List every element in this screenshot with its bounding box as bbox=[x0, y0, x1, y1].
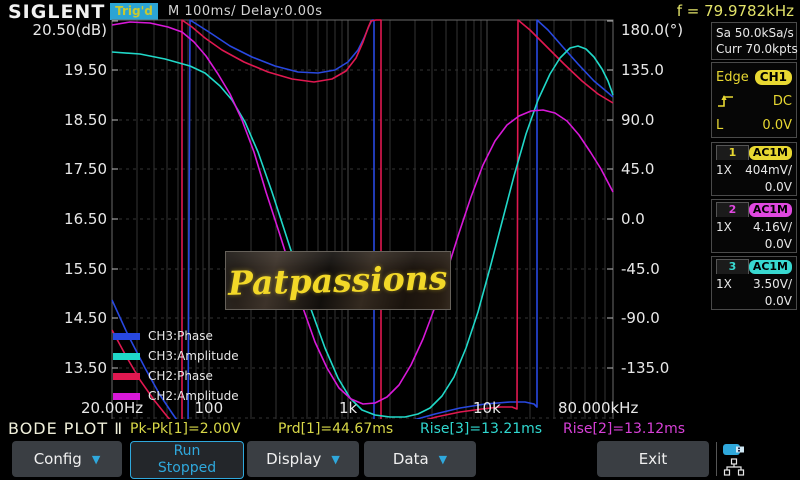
memory-points: Curr 70.0kpts bbox=[716, 42, 798, 56]
chevron-down-icon: ▼ bbox=[331, 452, 340, 466]
trigger-status-badge: Trig'd bbox=[110, 3, 158, 20]
channel3-offset: 0.0V bbox=[764, 293, 792, 308]
axis-label: 0.0 bbox=[621, 210, 645, 228]
channel1-info-box[interactable]: 1 AC1M 1X 404mV/ 0.0V bbox=[711, 142, 797, 196]
channel3-tab[interactable]: 3 bbox=[716, 259, 749, 274]
channel2-scale: 4.16V/ bbox=[753, 219, 792, 234]
channel2-tab[interactable]: 2 bbox=[716, 202, 749, 217]
axis-label: 13.50 bbox=[64, 359, 107, 377]
channel3-coupling-badge: AC1M bbox=[748, 259, 792, 274]
meas-pkpk: Pk-Pk[1]=2.00V bbox=[130, 421, 241, 437]
timebase-readout: M 100ms/ Delay:0.00s bbox=[168, 4, 323, 19]
meas-period: Prd[1]=44.67ms bbox=[278, 421, 394, 437]
exit-button[interactable]: Exit bbox=[597, 441, 709, 477]
channel1-tab[interactable]: 1 bbox=[716, 145, 749, 160]
axis-label: 1k bbox=[339, 399, 358, 417]
sample-rate: Sa 50.0kSa/s bbox=[716, 26, 794, 40]
data-button[interactable]: Data ▼ bbox=[364, 441, 476, 477]
legend-swatch-ch3-amplitude bbox=[113, 352, 140, 360]
legend-item: CH3:Phase bbox=[113, 326, 239, 346]
axis-label: 14.50 bbox=[64, 309, 107, 327]
run-stopped-button[interactable]: Run Stopped bbox=[130, 441, 244, 479]
page-title: BODE PLOT Ⅱ bbox=[8, 419, 124, 438]
trigger-level-value: 0.0V bbox=[762, 117, 792, 133]
channel3-atten: 1X bbox=[716, 276, 732, 291]
channel3-info-box[interactable]: 3 AC1M 1X 3.50V/ 0.0V bbox=[711, 256, 797, 310]
watermark-overlay: Patpassions bbox=[225, 251, 451, 310]
display-button[interactable]: Display ▼ bbox=[247, 441, 359, 477]
chevron-down-icon: ▼ bbox=[91, 452, 101, 466]
legend-swatch-ch3-phase bbox=[113, 332, 140, 340]
channel2-atten: 1X bbox=[716, 219, 732, 234]
frequency-readout: f = 79.9782kHz bbox=[676, 2, 794, 20]
softkey-menu-bar: Config ▼ Run Stopped Display ▼ Data ▼ Ex… bbox=[0, 439, 800, 480]
axis-label: 100 bbox=[194, 399, 224, 417]
meas-rise-ch3: Rise[3]=13.21ms bbox=[420, 421, 543, 437]
brand-logo: SIGLENT bbox=[8, 1, 106, 23]
axis-label: -135.0 bbox=[621, 359, 670, 377]
axis-label: 180.0(°) bbox=[621, 21, 684, 39]
axis-label: 17.50 bbox=[64, 160, 107, 178]
channel1-atten: 1X bbox=[716, 162, 732, 177]
channel2-coupling-badge: AC1M bbox=[748, 202, 792, 217]
header-bar: SIGLENT Trig'd M 100ms/ Delay:0.00s f = … bbox=[0, 0, 800, 23]
chevron-down-icon: ▼ bbox=[438, 452, 448, 466]
channel1-scale: 404mV/ bbox=[745, 162, 792, 177]
axis-label: 20.00Hz bbox=[81, 399, 144, 417]
channel1-coupling-badge: AC1M bbox=[748, 145, 792, 160]
channel3-scale: 3.50V/ bbox=[753, 276, 792, 291]
lan-network-icon bbox=[723, 458, 745, 476]
channel1-offset: 0.0V bbox=[764, 179, 792, 194]
axis-label: 90.0 bbox=[621, 111, 655, 129]
axis-label: 135.0 bbox=[621, 61, 664, 79]
config-button[interactable]: Config ▼ bbox=[12, 441, 122, 477]
axis-label: -45.0 bbox=[621, 260, 660, 278]
legend-swatch-ch2-amplitude bbox=[113, 392, 140, 400]
trigger-source-badge: CH1 bbox=[754, 69, 792, 85]
legend-item: CH2:Amplitude bbox=[113, 386, 239, 406]
legend-item: CH3:Amplitude bbox=[113, 346, 239, 366]
axis-label: 20.50(dB) bbox=[32, 21, 107, 39]
trigger-type: Edge bbox=[716, 69, 749, 85]
axis-label: 18.50 bbox=[64, 111, 107, 129]
legend-item: CH2:Phase bbox=[113, 366, 239, 386]
axis-label: 15.50 bbox=[64, 260, 107, 278]
rising-edge-icon bbox=[718, 95, 733, 107]
trigger-settings-box[interactable]: Edge CH1 DC L 0.0V bbox=[711, 62, 797, 138]
axis-label: -90.0 bbox=[621, 309, 660, 327]
acquisition-info-box: Sa 50.0kSa/s Curr 70.0kpts bbox=[711, 22, 798, 60]
axis-label: 45.0 bbox=[621, 160, 655, 178]
channel2-info-box[interactable]: 2 AC1M 1X 4.16V/ 0.0V bbox=[711, 199, 797, 253]
meas-rise-ch2: Rise[2]=13.12ms bbox=[563, 421, 686, 437]
watermark-text: Patpassions bbox=[227, 258, 449, 303]
axis-label: 19.50 bbox=[64, 61, 107, 79]
trigger-coupling: DC bbox=[772, 93, 792, 109]
axis-label: 10k bbox=[473, 399, 501, 417]
channel2-offset: 0.0V bbox=[764, 236, 792, 251]
trigger-level-label: L bbox=[716, 117, 724, 133]
measurement-row: BODE PLOT Ⅱ Pk-Pk[1]=2.00V Prd[1]=44.67m… bbox=[0, 419, 800, 439]
axis-label: 16.50 bbox=[64, 210, 107, 228]
plot-legend: CH3:Phase CH3:Amplitude CH2:Phase CH2:Am… bbox=[113, 326, 239, 406]
legend-swatch-ch2-phase bbox=[113, 372, 140, 380]
usb-icon bbox=[723, 444, 744, 455]
menu-divider bbox=[716, 442, 717, 476]
axis-label: 80.000kHz bbox=[558, 399, 639, 417]
